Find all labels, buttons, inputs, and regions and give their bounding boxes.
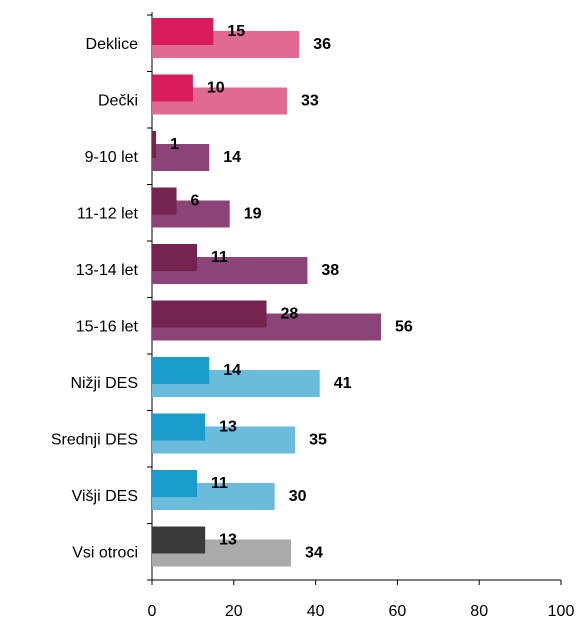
x-tick-label: 40 — [307, 603, 325, 620]
value-label: 10 — [207, 80, 225, 97]
bar — [152, 413, 206, 441]
value-label: 11 — [211, 475, 228, 492]
bar — [152, 74, 193, 102]
x-tick-label: 100 — [548, 603, 575, 620]
value-label: 33 — [301, 93, 319, 110]
value-label: 19 — [244, 206, 262, 223]
category-label: Nižji DES — [70, 375, 138, 392]
value-label: 34 — [305, 545, 323, 562]
value-label: 15 — [227, 23, 245, 40]
bar — [152, 131, 157, 158]
x-tick-label: 20 — [225, 603, 243, 620]
category-label: Vsi otroci — [72, 545, 138, 562]
x-tick-label: 80 — [470, 603, 488, 620]
bar — [152, 357, 210, 384]
value-label: 6 — [191, 193, 200, 210]
value-label: 41 — [334, 375, 352, 392]
bar — [152, 244, 197, 271]
value-label: 30 — [289, 488, 307, 505]
value-label: 56 — [395, 319, 413, 336]
bar — [152, 300, 267, 328]
category-label: Dečki — [98, 93, 138, 110]
category-label: Deklice — [86, 36, 139, 53]
value-label: 1 — [170, 136, 179, 153]
category-label: 9-10 let — [85, 149, 139, 166]
category-label: 11-12 let — [77, 206, 139, 223]
value-label: 13 — [219, 419, 237, 436]
x-tick-label: 60 — [389, 603, 407, 620]
bar — [152, 470, 197, 497]
category-label: 15-16 let — [76, 319, 139, 336]
category-label: Srednji DES — [51, 432, 138, 449]
value-label: 11 — [211, 249, 228, 266]
value-label: 36 — [313, 36, 331, 53]
value-label: 13 — [219, 532, 237, 549]
value-label: 14 — [223, 362, 241, 379]
category-label: Višji DES — [72, 488, 138, 505]
bar — [152, 18, 214, 45]
value-label: 28 — [281, 306, 299, 323]
category-label: 13-14 let — [76, 262, 139, 279]
x-tick-label: 0 — [148, 603, 157, 620]
value-label: 38 — [321, 262, 339, 279]
bar — [152, 144, 210, 171]
value-label: 35 — [309, 432, 327, 449]
value-label: 14 — [223, 149, 241, 166]
bar — [152, 187, 177, 215]
bar — [152, 526, 206, 554]
